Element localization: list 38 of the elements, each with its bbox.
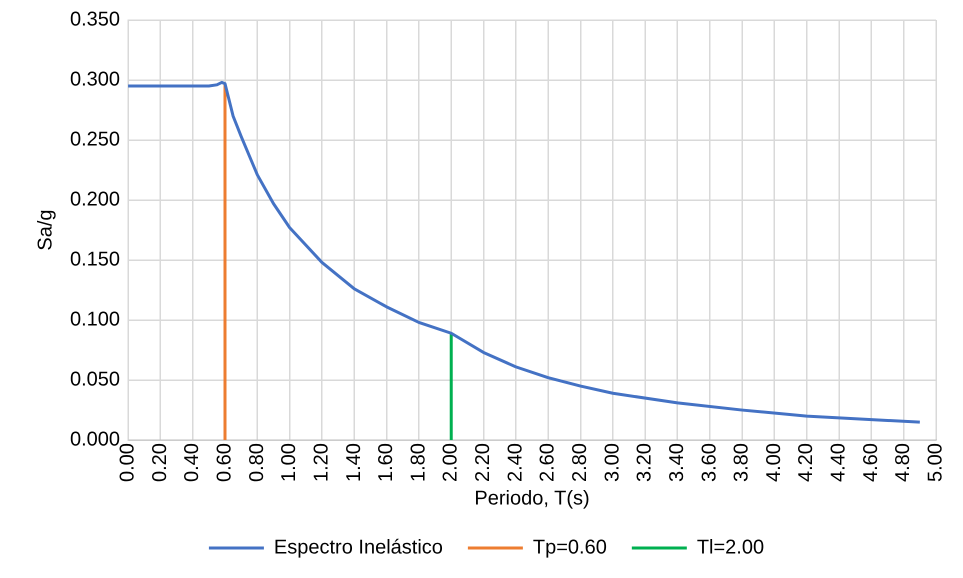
x-tick-label: 1.80 — [407, 443, 430, 482]
x-tick-label: 3.80 — [730, 443, 753, 482]
y-tick-label: 0.050 — [70, 368, 120, 391]
legend-label: Espectro Inelástico — [274, 536, 443, 559]
x-tick-label: 2.40 — [504, 443, 526, 482]
x-tick-label: 1.60 — [375, 443, 398, 482]
y-tick-label: 0.200 — [70, 188, 120, 211]
x-tick-label: 1.40 — [342, 443, 365, 482]
x-tick-label: 3.40 — [666, 443, 688, 482]
x-tick-label: 4.40 — [828, 443, 850, 482]
x-tick-label: 2.80 — [569, 443, 592, 482]
x-axis-title: Periodo, T(s) — [474, 488, 590, 510]
x-tick-label: 4.20 — [795, 443, 818, 482]
y-tick-label: 0.250 — [70, 128, 120, 151]
x-tick-label: 4.00 — [762, 443, 785, 482]
x-tick-label: 4.80 — [892, 443, 914, 482]
y-tick-label: 0.350 — [70, 8, 120, 31]
x-tick-label: 2.20 — [472, 443, 494, 482]
x-tick-label: 2.00 — [440, 443, 462, 482]
x-tick-label: 3.60 — [698, 443, 720, 482]
y-tick-label: 0.150 — [70, 248, 120, 271]
legend-label: Tl=2.00 — [696, 536, 764, 559]
x-tick-label: 0.60 — [214, 443, 236, 482]
x-tick-label: 0.80 — [246, 443, 268, 482]
x-tick-label: 2.60 — [536, 443, 559, 482]
x-tick-label: 5.00 — [924, 443, 947, 482]
x-tick-label: 3.00 — [601, 443, 624, 482]
x-tick-label: 1.20 — [310, 443, 332, 482]
x-tick-label: 0.40 — [181, 443, 204, 482]
y-tick-label: 0.100 — [70, 308, 120, 331]
y-axis-title: Sa/g — [34, 209, 57, 251]
x-tick-label: 1.00 — [278, 443, 300, 482]
legend-label: Tp=0.60 — [532, 536, 607, 559]
x-tick-label: 0.20 — [148, 443, 171, 482]
x-tick-label: 4.60 — [860, 443, 882, 482]
y-tick-label: 0.000 — [70, 428, 120, 451]
y-tick-label: 0.300 — [70, 68, 120, 91]
x-tick-label: 3.20 — [634, 443, 656, 482]
